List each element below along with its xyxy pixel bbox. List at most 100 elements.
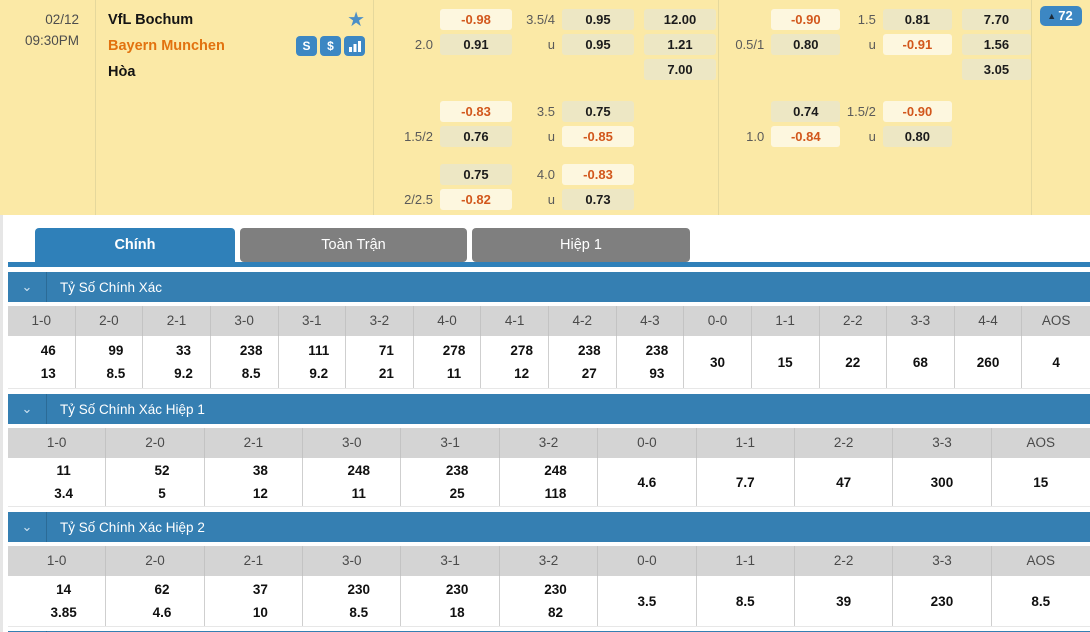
more-odds-badge[interactable]: ▲ 72 xyxy=(1040,6,1082,26)
score-odds-cell[interactable]: 22 xyxy=(820,336,888,388)
score-odds-cell[interactable]: 71 21 xyxy=(346,336,414,388)
score-column-header: 1-1 xyxy=(697,428,795,458)
score-odds-value: 3.85 xyxy=(50,605,77,620)
tab-1[interactable]: Chính xyxy=(35,228,235,262)
score-odds-cell[interactable]: 47 xyxy=(795,458,894,506)
section-header-bar[interactable]: ⌄ Tỷ Số Chính Xác xyxy=(8,272,1090,302)
odds-value[interactable]: -0.82 xyxy=(440,189,512,210)
score-table-header: 1-0 2-0 2-1 3-0 3-1 3-2 4-0 4-1 4-2 4-3 0-0 1-1 2-2 3… xyxy=(8,306,1090,336)
score-odds-cell[interactable]: 15 xyxy=(752,336,820,388)
odds-value[interactable]: 0.75 xyxy=(562,101,634,122)
score-odds-cell[interactable]: 300 xyxy=(893,458,992,506)
score-odds-value: 15 xyxy=(1033,474,1049,490)
odds-value[interactable]: -0.84 xyxy=(771,126,841,147)
score-section: ⌄ Tỷ Số Chính Xác 1-0 2-0 2-1 3-0 3-1 3-2 4-0 4-1… xyxy=(8,272,1090,389)
tab-3[interactable]: Hiệp 1 xyxy=(472,228,690,262)
score-odds-cell[interactable]: 8.5 xyxy=(992,576,1090,626)
score-odds-cell[interactable]: 30 xyxy=(684,336,752,388)
score-odds-cell[interactable]: 99 8.5 xyxy=(76,336,144,388)
score-odds-cell[interactable]: 278 12 xyxy=(481,336,549,388)
teams-column: VfL Bochum ★ Bayern Munchen S $ xyxy=(96,0,374,215)
score-odds-cell[interactable]: 14 3.85 xyxy=(8,576,107,626)
odds-value[interactable]: 3.05 xyxy=(961,59,1031,80)
score-odds-cell[interactable]: 68 xyxy=(887,336,955,388)
score-odds-value: 68 xyxy=(912,354,928,370)
score-odds-cell[interactable]: 39 xyxy=(795,576,894,626)
odds-value[interactable]: 0.91 xyxy=(440,34,512,55)
up-triangle-icon: ▲ xyxy=(1047,11,1057,21)
stream-icon[interactable]: S xyxy=(296,36,317,56)
odds-value[interactable]: 0.80 xyxy=(771,34,841,55)
score-odds-cell[interactable]: 37 10 xyxy=(205,576,304,626)
bar-chart-icon[interactable] xyxy=(344,36,365,56)
odds-value[interactable]: 0.74 xyxy=(771,101,841,122)
score-odds-cell[interactable]: 278 11 xyxy=(414,336,482,388)
score-odds-cell[interactable]: 248 118 xyxy=(500,458,599,506)
odds-value[interactable]: 0.75 xyxy=(440,164,512,185)
score-odds-value: 14 xyxy=(56,582,72,597)
score-odds-value: 230 xyxy=(347,582,371,597)
score-odds-cell[interactable]: 230 18 xyxy=(401,576,500,626)
section-header-bar[interactable]: ⌄ Tỷ Số Chính Xác Hiệp 1 xyxy=(8,394,1090,424)
odds-value[interactable]: 1.56 xyxy=(961,34,1031,55)
match-panel: 02/12 09:30PM VfL Bochum ★ Bayern Munche… xyxy=(0,0,1090,215)
score-column-header: 3-3 xyxy=(893,546,992,576)
odds-value[interactable]: 0.95 xyxy=(562,34,634,55)
odds-value[interactable]: 0.73 xyxy=(562,189,634,210)
section-header-bar[interactable]: ⌄ Tỷ Số Chính Xác Hiệp 2 xyxy=(8,512,1090,542)
star-icon[interactable]: ★ xyxy=(347,9,365,31)
odds-value[interactable]: 1.21 xyxy=(644,34,716,55)
score-odds-cell[interactable]: 62 4.6 xyxy=(106,576,205,626)
score-odds-cell[interactable]: 248 11 xyxy=(303,458,402,506)
chevron-down-icon[interactable]: ⌄ xyxy=(21,279,33,294)
score-odds-value: 10 xyxy=(252,605,268,620)
score-odds-cell[interactable]: 230 8.5 xyxy=(303,576,402,626)
score-odds-cell[interactable]: 11 3.4 xyxy=(8,458,107,506)
score-odds-value: 18 xyxy=(449,605,465,620)
odds-value[interactable]: -0.83 xyxy=(562,164,634,185)
score-column-header: 4-4 xyxy=(955,306,1023,336)
score-odds-cell[interactable]: 4.6 xyxy=(598,458,697,506)
odds-value[interactable]: 7.70 xyxy=(961,9,1031,30)
odds-line: 7.00 xyxy=(382,57,718,82)
odds-value[interactable]: -0.98 xyxy=(440,9,512,30)
dollar-icon[interactable]: $ xyxy=(320,36,341,56)
score-odds-value: 46 xyxy=(40,343,56,358)
market-tabs: Chính Toàn Trận Hiệp 1 xyxy=(0,228,1090,262)
odds-value[interactable]: 0.76 xyxy=(440,126,512,147)
score-odds-cell[interactable]: 230 xyxy=(893,576,992,626)
odds-value[interactable]: 7.00 xyxy=(644,59,716,80)
score-odds-cell[interactable]: 238 8.5 xyxy=(211,336,279,388)
odds-value[interactable]: 0.80 xyxy=(882,126,952,147)
score-odds-cell[interactable]: 4 xyxy=(1022,336,1090,388)
odds-value[interactable]: 0.95 xyxy=(562,9,634,30)
score-odds-cell[interactable]: 260 xyxy=(955,336,1023,388)
odds-value[interactable]: -0.91 xyxy=(882,34,952,55)
odds-value[interactable]: 12.00 xyxy=(644,9,716,30)
score-odds-value: 11 xyxy=(446,366,462,381)
score-odds-cell[interactable]: 8.5 xyxy=(697,576,795,626)
section-divider xyxy=(46,272,47,302)
odds-value[interactable]: -0.85 xyxy=(562,126,634,147)
score-odds-cell[interactable]: 230 82 xyxy=(500,576,599,626)
score-odds-value: 248 xyxy=(544,463,567,478)
score-odds-cell[interactable]: 3.5 xyxy=(598,576,697,626)
score-odds-cell[interactable]: 238 93 xyxy=(617,336,685,388)
chevron-down-icon[interactable]: ⌄ xyxy=(21,401,33,416)
odds-value[interactable]: 0.81 xyxy=(882,9,952,30)
tab-2[interactable]: Toàn Trận xyxy=(240,228,467,262)
score-odds-cell[interactable]: 7.7 xyxy=(697,458,795,506)
odds-value[interactable]: -0.90 xyxy=(882,101,952,122)
chevron-down-icon[interactable]: ⌄ xyxy=(21,519,33,534)
score-odds-cell[interactable]: 33 9.2 xyxy=(143,336,211,388)
score-odds-cell[interactable]: 111 9.2 xyxy=(279,336,347,388)
odds-value[interactable]: -0.90 xyxy=(771,9,841,30)
score-odds-cell[interactable]: 46 13 xyxy=(8,336,76,388)
score-odds-cell[interactable]: 38 12 xyxy=(205,458,304,506)
score-odds-cell[interactable]: 238 25 xyxy=(401,458,500,506)
score-odds-cell[interactable]: 15 xyxy=(992,458,1090,506)
score-odds-cell[interactable]: 238 27 xyxy=(549,336,617,388)
odds-value[interactable]: -0.83 xyxy=(440,101,512,122)
score-odds-cell[interactable]: 52 5 xyxy=(106,458,205,506)
section-divider xyxy=(46,394,47,424)
